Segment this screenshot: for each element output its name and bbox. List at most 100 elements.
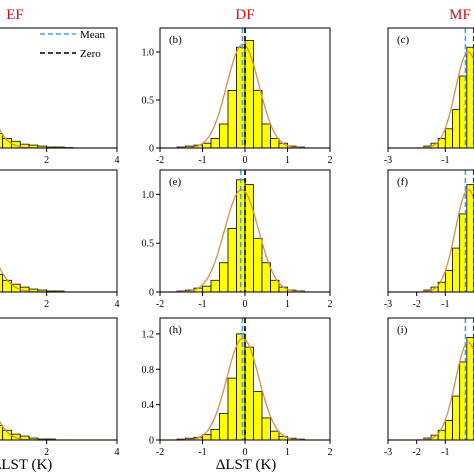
panel-h: -2 -1 0 1 2 0 0.4 0.8 1.2 (h) <box>142 317 333 458</box>
column-titles: EF DF MF <box>6 7 471 23</box>
x-tick-label: -1 <box>198 447 206 458</box>
x-tick-label: 2 <box>44 447 49 458</box>
legend-zero-label: Zero <box>80 48 101 60</box>
x-tick-label: 2 <box>44 299 49 310</box>
x-tick-label: 0 <box>243 447 248 458</box>
panel-label: (f) <box>397 176 408 188</box>
x-axis-label-col2: ΔLST (K) <box>216 457 277 473</box>
histogram-bar <box>452 109 461 149</box>
panel-label: (e) <box>169 176 182 188</box>
panel-f: -3 -2 -1 (f) <box>384 169 474 310</box>
panel-label: (h) <box>169 324 182 336</box>
x-tick-label: 4 <box>115 299 120 310</box>
histogram-bar <box>202 434 212 441</box>
histogram-bar <box>253 237 263 293</box>
histogram-bar <box>261 417 271 441</box>
histogram-bar <box>452 247 461 293</box>
y-tick-label: 0 <box>149 436 154 447</box>
histogram-bar <box>0 133 4 149</box>
x-tick-label: 2 <box>328 299 333 310</box>
histogram-bar <box>444 128 453 149</box>
histogram-bar <box>227 90 237 149</box>
histogram-bar <box>444 420 453 441</box>
histogram-bar <box>227 228 237 293</box>
x-tick-label: 4 <box>115 447 120 458</box>
axes-frame <box>0 169 118 293</box>
panel-a: 024MeanZero <box>0 27 120 166</box>
x-tick-label: -1 <box>198 155 206 166</box>
panel-label: (b) <box>169 34 182 46</box>
histogram-bar <box>219 262 229 293</box>
histogram-bar <box>466 337 474 441</box>
histogram-bar <box>244 346 254 441</box>
histogram-bar <box>253 90 263 149</box>
axes-frame <box>0 317 118 441</box>
panels: 0 2 4 Mean Zero -2 -1 0 1 2 0 0.5 1.0 (b) -3 -1 (c) 0 2 4 -2… <box>0 27 474 458</box>
histogram-bar <box>452 395 461 441</box>
histogram-bar <box>270 430 280 441</box>
x-tick-label: -3 <box>384 299 392 310</box>
histogram-bar <box>466 184 474 293</box>
histogram-bar <box>202 285 212 293</box>
x-tick-label: 1 <box>285 447 290 458</box>
x-tick-label: 1 <box>285 299 290 310</box>
histogram-bar <box>261 123 271 149</box>
y-tick-label: 0 <box>149 144 154 155</box>
panel-e: -2 -1 0 1 2 0 0.5 1.0 (e) <box>142 169 333 310</box>
y-tick-label: 0.5 <box>142 96 155 107</box>
panel-c: -3 -1 (c) <box>384 27 474 166</box>
x-tick-label: 0 <box>243 155 248 166</box>
x-tick-label: 0 <box>243 299 248 310</box>
column-title-df: DF <box>235 7 254 23</box>
x-tick-label: 1 <box>285 155 290 166</box>
histogram-bar <box>253 390 263 441</box>
y-tick-label: 1.0 <box>142 48 155 59</box>
histogram-bar <box>0 424 4 441</box>
x-tick-label: -1 <box>198 299 206 310</box>
x-tick-label: -2 <box>412 299 420 310</box>
axes-frame <box>0 27 118 149</box>
x-tick-label: -1 <box>441 155 449 166</box>
y-tick-label: 0.8 <box>142 365 155 376</box>
fit-curve <box>0 267 117 293</box>
y-tick-label: 0.5 <box>142 239 155 250</box>
x-tick-label: 2 <box>328 447 333 458</box>
fit-curve <box>0 128 117 149</box>
x-tick-label: 2 <box>328 155 333 166</box>
fit-curve <box>0 420 117 441</box>
column-title-mf: MF <box>449 7 471 23</box>
panel-label: (c) <box>397 34 410 46</box>
histogram-bar <box>278 286 288 293</box>
x-tick-label: 4 <box>115 155 120 166</box>
x-tick-label: -1 <box>441 299 449 310</box>
x-tick-label: -3 <box>384 447 392 458</box>
x-tick-label: -2 <box>156 155 164 166</box>
histogram-bar <box>236 46 246 149</box>
histogram-bar <box>227 377 237 441</box>
histogram-bar <box>219 413 229 441</box>
histogram-bar <box>244 40 254 149</box>
panel-i: -3 -2 -1 (i) <box>384 317 474 458</box>
column-title-ef: EF <box>6 7 24 23</box>
histogram-bar <box>236 333 246 441</box>
y-tick-label: 1.0 <box>142 190 155 201</box>
x-axis-labels: ΔLST (K) ΔLST (K) <box>0 457 276 473</box>
histogram-bar <box>210 279 220 293</box>
panel-g: 024 <box>0 317 120 458</box>
x-tick-label: -2 <box>412 447 420 458</box>
panel-b: -2 -1 0 1 2 0 0.5 1.0 (b) <box>142 27 333 166</box>
panel-d: 024 <box>0 169 120 310</box>
histogram-bar <box>202 142 212 149</box>
x-tick-label: -1 <box>441 447 449 458</box>
histogram-bar <box>2 279 12 293</box>
panel-label: (i) <box>397 324 408 336</box>
axes-frame <box>387 317 474 441</box>
y-tick-label: 0 <box>149 288 154 299</box>
y-tick-label: 1.2 <box>142 329 155 340</box>
x-tick-label: -2 <box>156 447 164 458</box>
x-tick-label: 2 <box>44 155 49 166</box>
histogram-bar <box>270 137 280 149</box>
histogram-bar <box>466 46 474 149</box>
histogram-bar <box>0 274 4 293</box>
